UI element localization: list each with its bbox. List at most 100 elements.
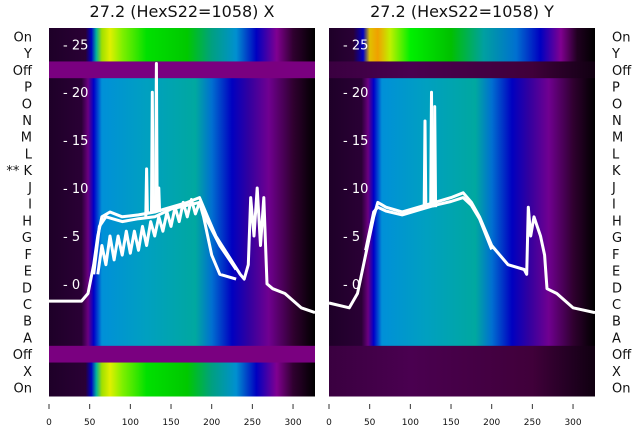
row-label: On — [14, 382, 32, 397]
line-spike-3 — [432, 105, 438, 208]
row-label: N — [22, 114, 32, 129]
heatmap-row — [329, 345, 595, 364]
x-tick-label: 300 — [284, 418, 301, 428]
x-tick-label: 0 — [46, 418, 52, 428]
x-tick-label: 250 — [524, 418, 541, 428]
heatmap-row — [49, 379, 315, 397]
row-label: Y — [611, 47, 620, 62]
heatmap-row — [329, 278, 595, 297]
y-tick-label: - 15 — [343, 134, 368, 149]
heatmap-row — [329, 245, 595, 263]
heatmap-row — [49, 128, 315, 146]
line-layer — [49, 62, 316, 315]
line-layer — [328, 90, 596, 315]
panel-title: 27.2 (HexS22=1058) X — [90, 2, 275, 21]
row-label: B — [612, 315, 621, 330]
row-label: Off — [13, 348, 33, 363]
x-tick-label: 0 — [326, 418, 332, 428]
heatmap-row — [329, 262, 595, 280]
heatmap-row — [329, 78, 595, 96]
x-tick-label: 100 — [122, 418, 139, 428]
x-tick-label: 150 — [442, 418, 459, 428]
heatmap-row — [329, 145, 595, 163]
row-label: M — [21, 131, 32, 146]
heatmap-row — [49, 295, 315, 313]
heatmap-row — [49, 145, 315, 163]
heatmap-row — [329, 28, 595, 46]
row-label: F — [25, 248, 32, 263]
line-trace-2 — [92, 200, 238, 275]
panel-title: 27.2 (HexS22=1058) Y — [370, 2, 554, 21]
heatmap-row — [49, 245, 315, 263]
row-label: E — [612, 265, 620, 280]
y-tick-label: - 5 — [343, 230, 360, 245]
heatmap-row — [49, 161, 315, 180]
line-trace-2 — [364, 196, 494, 251]
heatmap-row — [329, 94, 595, 113]
heatmap-row — [329, 212, 595, 230]
y-tick-label: - 10 — [343, 182, 368, 197]
row-label: On — [612, 382, 630, 397]
x-tick-label: 50 — [364, 418, 376, 428]
heatmap-row — [329, 362, 595, 380]
row-label: C — [612, 298, 621, 313]
x-tick-label: 200 — [203, 418, 220, 428]
line-spike-3 — [154, 62, 159, 213]
heatmap-row — [49, 262, 315, 280]
heatmap-row — [329, 111, 595, 129]
heatmap-row — [49, 362, 315, 380]
line-spike-1 — [144, 167, 149, 217]
row-label: On — [14, 30, 32, 45]
heatmap-row — [49, 111, 315, 129]
y-tick-label: - 15 — [63, 134, 88, 149]
row-label: D — [612, 281, 622, 296]
x-tick-label: 100 — [402, 418, 419, 428]
row-label: L — [612, 147, 620, 162]
panel-y: 27.2 (HexS22=1058) Y On Y Off PONMLKJIHGFED… — [326, 2, 632, 428]
row-label: Y — [23, 47, 32, 62]
heatmap-row — [329, 128, 595, 146]
y-tick-label: - 20 — [343, 86, 368, 101]
line-spike-4 — [156, 186, 162, 213]
row-label: I — [612, 198, 616, 213]
row-label: J — [611, 181, 616, 196]
row-label: Off — [13, 64, 33, 79]
y-tick-label: - 20 — [63, 86, 88, 101]
heatmap-row — [49, 178, 315, 196]
heatmap-row — [329, 329, 595, 347]
row-label: A — [612, 331, 621, 346]
x-tick-label: 200 — [483, 418, 500, 428]
heatmap-row — [329, 295, 595, 313]
line-spike-2 — [429, 90, 434, 208]
y-tick-label: - 25 — [63, 38, 88, 53]
heatmap-row — [49, 94, 315, 113]
line-spike-2 — [150, 90, 155, 213]
x-tick-label: 300 — [564, 418, 581, 428]
row-label: H — [612, 214, 622, 229]
row-label: D — [22, 281, 32, 296]
x-tick-label: 50 — [84, 418, 96, 428]
row-label: I — [28, 198, 32, 213]
heatmap-row — [329, 312, 595, 330]
row-label: C — [23, 298, 32, 313]
row-label: H — [22, 214, 32, 229]
y-tick-label: - 0 — [63, 278, 80, 293]
heatmap-row — [49, 312, 315, 330]
row-label: ** K — [6, 164, 32, 179]
row-label: B — [23, 315, 32, 330]
row-label: N — [612, 114, 622, 129]
heatmap-row — [49, 278, 315, 297]
heatmap-row — [49, 228, 315, 246]
row-label: L — [25, 147, 33, 162]
row-label: K — [612, 164, 621, 179]
row-label: F — [612, 248, 619, 263]
heatmap-row — [49, 345, 315, 364]
row-label: P — [24, 81, 32, 96]
y-tick-label: - 0 — [343, 278, 360, 293]
heatmap-row — [49, 44, 315, 62]
line-spike-1 — [422, 119, 428, 208]
heatmap-row — [49, 329, 315, 347]
row-label: X — [23, 365, 32, 380]
line-trace-oscillating — [96, 198, 237, 281]
